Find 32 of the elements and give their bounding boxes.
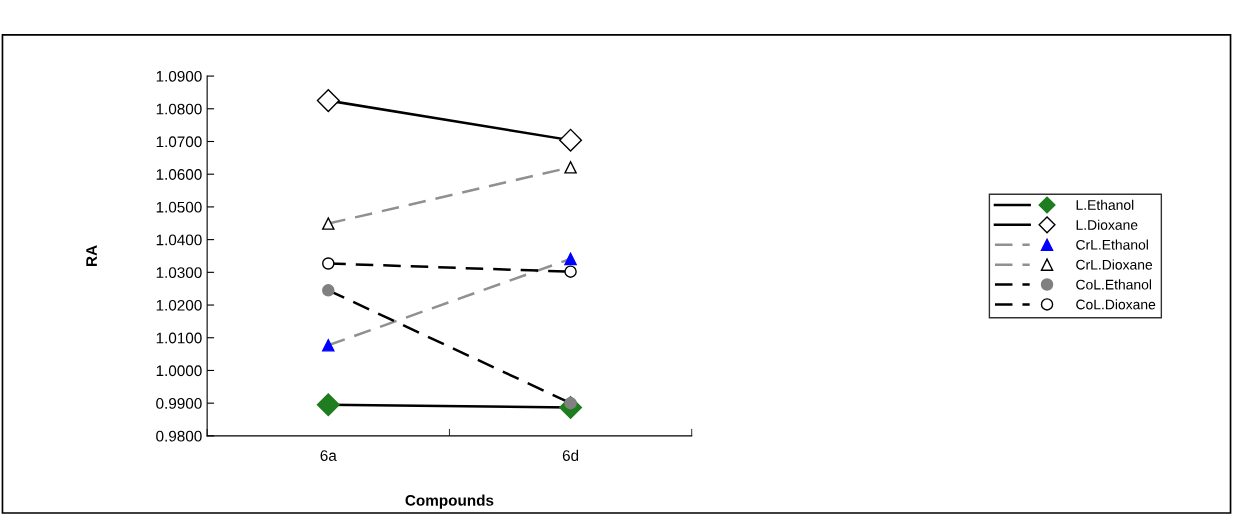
point: [564, 252, 577, 266]
y-tick-label: 1.0000: [156, 365, 202, 377]
y-tick-label: 0.9800: [156, 430, 202, 442]
point: [564, 265, 577, 278]
legend-label: CoL.Ethanol: [1076, 279, 1152, 290]
point: [322, 284, 335, 297]
y-tick-label: 1.0900: [156, 70, 202, 82]
x-tick-label: 6d: [562, 449, 579, 461]
y-tick-label: 1.0300: [156, 267, 202, 279]
x-axis-title: Compounds: [405, 494, 494, 509]
legend-label: L.Ethanol: [1076, 199, 1134, 210]
legend-label: CrL.Dioxane: [1076, 259, 1153, 270]
point: [322, 339, 335, 352]
x-tick-label: 6a: [320, 450, 337, 461]
y-tick-label: 1.0200: [156, 299, 202, 311]
legend-label: L.Dioxane: [1076, 219, 1138, 230]
y-tick-label: 1.0800: [156, 103, 202, 115]
point: [322, 217, 335, 230]
y-tick-label: 1.0100: [156, 332, 202, 344]
point: [564, 161, 577, 174]
y-tick-label: 1.0700: [156, 136, 202, 148]
point: [316, 393, 340, 417]
point: [559, 128, 583, 152]
y-tick-label: 1.0500: [156, 201, 202, 213]
y-axis-title: RA: [86, 245, 97, 266]
point: [322, 257, 335, 270]
point: [316, 89, 340, 113]
legend-label: CrL.Ethanol: [1076, 239, 1148, 250]
y-tick-label: 0.9900: [156, 398, 202, 409]
y-tick-label: 1.0400: [156, 234, 202, 246]
y-tick-label: 1.0600: [156, 169, 202, 180]
legend-label: CoL.Dioxane: [1076, 299, 1156, 310]
